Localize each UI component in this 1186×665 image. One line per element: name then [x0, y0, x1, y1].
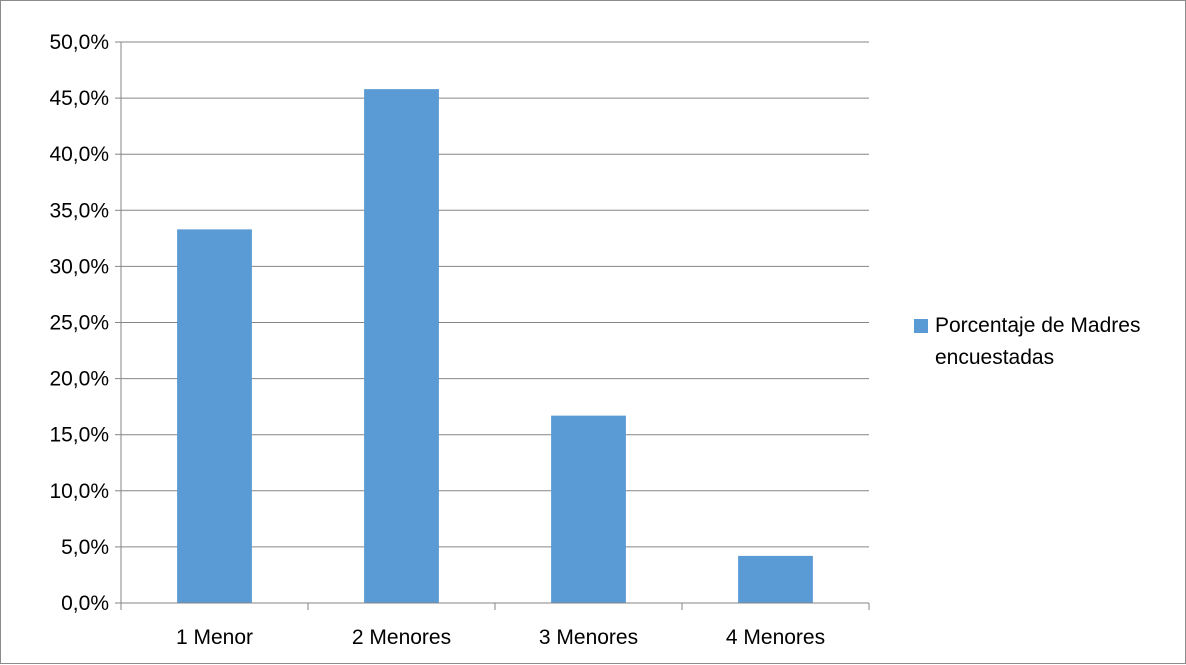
bar	[738, 555, 813, 603]
y-tick-label: 0,0%	[61, 592, 109, 615]
y-tick-label: 10,0%	[49, 480, 109, 503]
y-tick-label: 45,0%	[49, 87, 109, 110]
y-tick-label: 40,0%	[49, 143, 109, 166]
legend: Porcentaje de Madres encuestadas	[914, 314, 1140, 369]
y-tick-label: 20,0%	[49, 368, 109, 391]
bars	[177, 89, 813, 603]
axes	[120, 42, 870, 610]
x-tick-label: 4 Menores	[726, 626, 825, 649]
y-tick-label: 5,0%	[61, 536, 109, 559]
bar	[551, 415, 626, 603]
y-tick-label: 35,0%	[49, 199, 109, 222]
x-tick-label: 3 Menores	[539, 626, 638, 649]
legend-swatch	[914, 319, 928, 333]
bar	[177, 229, 252, 603]
x-tick-label: 2 Menores	[352, 626, 451, 649]
x-axis-tick-labels: 1 Menor 2 Menores 3 Menores 4 Menores	[176, 626, 825, 649]
y-tick-label: 50,0%	[49, 31, 109, 54]
y-tick-label: 25,0%	[49, 312, 109, 335]
x-tick-label: 1 Menor	[176, 626, 253, 649]
bar	[364, 89, 439, 603]
y-tick-label: 30,0%	[49, 255, 109, 278]
y-axis-tick-labels: 0,0% 5,0% 10,0% 15,0% 20,0% 25,0% 30,0% 35,0% 40…	[49, 31, 109, 615]
legend-label-line-2: encuestadas	[935, 346, 1054, 369]
legend-label-line-1: Porcentaje de Madres	[935, 314, 1140, 337]
y-tick-label: 15,0%	[49, 424, 109, 447]
